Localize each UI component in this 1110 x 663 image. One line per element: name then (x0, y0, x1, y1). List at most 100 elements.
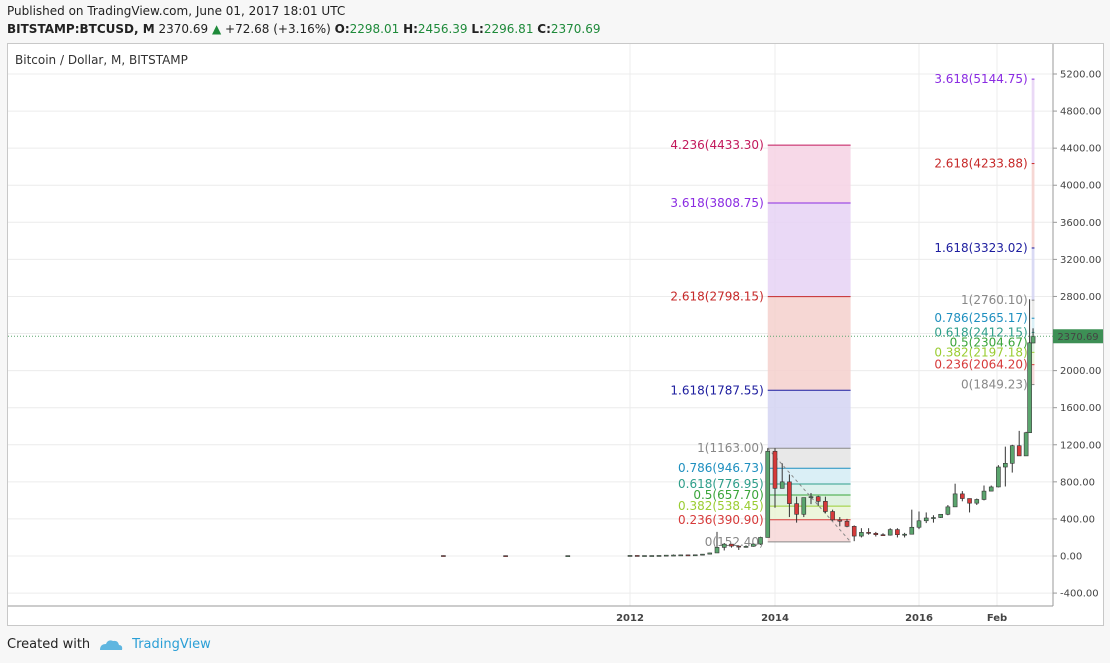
x-tick-label: 2014 (761, 613, 789, 624)
candle-body (874, 533, 878, 534)
candle-body (924, 518, 928, 521)
candle-body (867, 532, 871, 533)
fib-level-label: 3.618(5144.75) (934, 72, 1027, 86)
candle-body (679, 555, 683, 556)
fib-level-label: 2.618(2798.15) (670, 290, 763, 304)
candle-body (701, 554, 705, 555)
fib-level-label: 0.236(2064.20) (934, 358, 1027, 372)
candle-body (737, 546, 741, 547)
fib-level-label: 0.786(2565.17) (934, 311, 1027, 325)
fib-level-label: 0(1849.23) (961, 378, 1028, 392)
candle-body (975, 499, 979, 503)
candle-body (715, 547, 719, 553)
candle-body (1031, 336, 1035, 343)
candle-body (852, 526, 856, 536)
candle-body (946, 507, 950, 514)
fib-zone (1032, 365, 1035, 385)
candle-body (888, 530, 892, 536)
candle-body (787, 482, 791, 504)
fib-level-label: 0.618(776.95) (678, 477, 764, 491)
fib-level-label: 1.618(1787.55) (670, 383, 763, 397)
x-tick-label: 2016 (905, 613, 933, 624)
fib-zone (1032, 342, 1035, 352)
fib-level-label: 0.786(946.73) (678, 461, 764, 475)
fib-level-label: 2.618(4233.88) (934, 157, 1027, 171)
y-tick-label: 400.00 (1060, 514, 1095, 525)
candle-body (693, 555, 697, 556)
candle-body (1017, 446, 1021, 456)
candle-body (845, 521, 849, 526)
candle-body (982, 491, 986, 499)
candle-body (953, 494, 957, 507)
candle-body (1028, 343, 1032, 433)
footer: Created with TradingView (7, 637, 211, 652)
candle-body (903, 534, 907, 535)
candle-body (657, 555, 661, 556)
candle-body (504, 556, 508, 557)
y-tick-label: 4800.00 (1060, 107, 1101, 118)
fib-level-label: 1(1163.00) (697, 441, 764, 455)
last-price-tag: 2370.69 (1057, 332, 1098, 343)
y-tick-label: 1200.00 (1060, 440, 1101, 451)
candle-body (960, 494, 964, 499)
candle-body (802, 498, 806, 515)
y-tick-label: 2800.00 (1060, 292, 1101, 303)
fib-level-label: 1(2760.10) (961, 293, 1028, 307)
candle-body (931, 518, 935, 519)
fib-level-label: 0(152.40) (705, 535, 764, 549)
candle-body (566, 556, 570, 557)
fib-zone (1032, 248, 1035, 300)
fib-zone (768, 203, 851, 297)
fib-zone (1032, 79, 1035, 163)
y-tick-label: 800.00 (1060, 477, 1095, 488)
candle-body (664, 555, 668, 556)
candle-body (730, 544, 734, 546)
fib-zone (1032, 300, 1035, 318)
tradingview-link[interactable]: TradingView (132, 637, 211, 652)
fib-zone (768, 520, 851, 542)
fib-level-label: 4.236(4433.30) (670, 138, 763, 152)
fib-level-label: 0.618(2412.15) (934, 325, 1027, 339)
candle-body (751, 544, 755, 546)
candle-body (996, 467, 1000, 487)
chart-title: Bitcoin / Dollar, M, BITSTAMP (15, 53, 188, 67)
candle-body (1010, 446, 1014, 464)
candle-body (650, 556, 654, 557)
candle-body (1024, 433, 1028, 456)
candle-body (795, 504, 799, 515)
x-tick-label: Feb (987, 613, 1007, 624)
candle-body (823, 501, 827, 511)
y-tick-label: 1600.00 (1060, 403, 1101, 414)
candle-body (831, 512, 835, 520)
candle-body (917, 521, 921, 527)
candle-body (708, 553, 712, 554)
candle-body (1003, 463, 1007, 467)
y-tick-label: 3200.00 (1060, 255, 1101, 266)
fib-zone (768, 297, 851, 391)
candle-body (859, 532, 863, 536)
candle-body (989, 487, 993, 491)
candle-body (635, 555, 639, 556)
fib-level-label: 0.236(390.90) (678, 513, 764, 527)
candle-body (809, 497, 813, 498)
candle-body (773, 451, 777, 488)
candle-body (672, 555, 676, 556)
fib-zone (768, 506, 851, 520)
candle-body (643, 556, 647, 557)
candle-body (759, 537, 763, 544)
fib-zone (768, 390, 851, 448)
candle-body (780, 482, 784, 488)
candle-body (968, 499, 972, 504)
candle-body (722, 544, 726, 547)
fib-level-label: 1.618(3323.02) (934, 241, 1027, 255)
created-with-label: Created with (7, 637, 90, 652)
candle-body (910, 527, 914, 534)
x-tick-label: 2012 (616, 613, 644, 624)
y-tick-label: 0.00 (1060, 552, 1082, 563)
candle-body (816, 497, 820, 502)
y-tick-label: 3600.00 (1060, 218, 1101, 229)
candle-body (939, 514, 943, 517)
y-tick-label: 2000.00 (1060, 366, 1101, 377)
fib-zone (1032, 352, 1035, 364)
